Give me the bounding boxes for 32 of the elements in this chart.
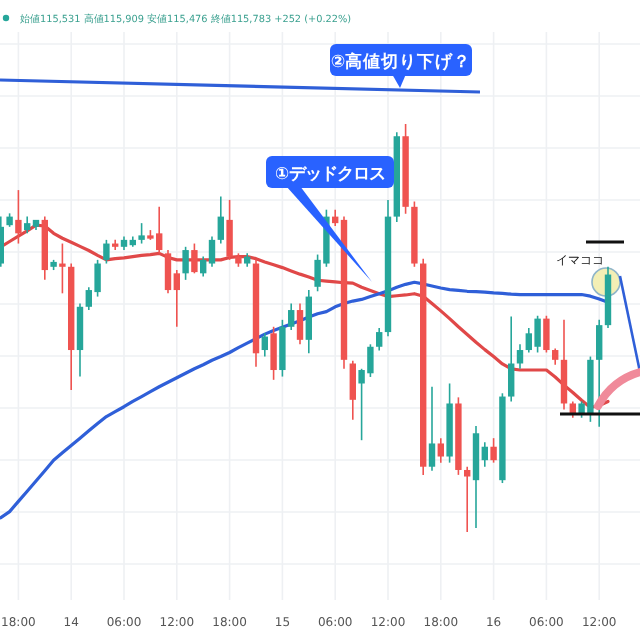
- candlestick: [208, 235, 216, 268]
- candlestick: [349, 359, 356, 421]
- candlestick: [261, 332, 268, 358]
- candlestick: [516, 343, 524, 370]
- candlestick: [543, 314, 550, 354]
- annotation: ①デッドクロス: [274, 163, 386, 183]
- candlestick: [103, 239, 110, 265]
- candlestick: [534, 314, 541, 354]
- candlestick: [15, 189, 22, 245]
- candlestick: [428, 385, 436, 472]
- candlestick: [508, 315, 515, 403]
- candlestick: [59, 242, 66, 295]
- candlestick: [191, 242, 198, 275]
- candlestick: [164, 249, 172, 295]
- candlestick: [296, 302, 304, 346]
- text: ②高値切り下げ？: [330, 51, 472, 73]
- candlestick: [376, 327, 383, 352]
- candlestick: [138, 222, 145, 245]
- candlestick: [596, 319, 603, 428]
- candlestick: [560, 319, 568, 411]
- candlestick: [226, 199, 233, 261]
- candlestick: [288, 302, 295, 331]
- candlestick: [182, 246, 189, 281]
- candlestick: [464, 465, 471, 533]
- candlestick: [437, 437, 444, 464]
- candlestick: [217, 195, 224, 245]
- candlestick: [279, 319, 286, 378]
- candlestick: [305, 289, 312, 355]
- candlestick: [270, 325, 277, 381]
- candlestick: [472, 425, 480, 529]
- candlestick: [490, 437, 497, 464]
- candlestick: [76, 302, 84, 378]
